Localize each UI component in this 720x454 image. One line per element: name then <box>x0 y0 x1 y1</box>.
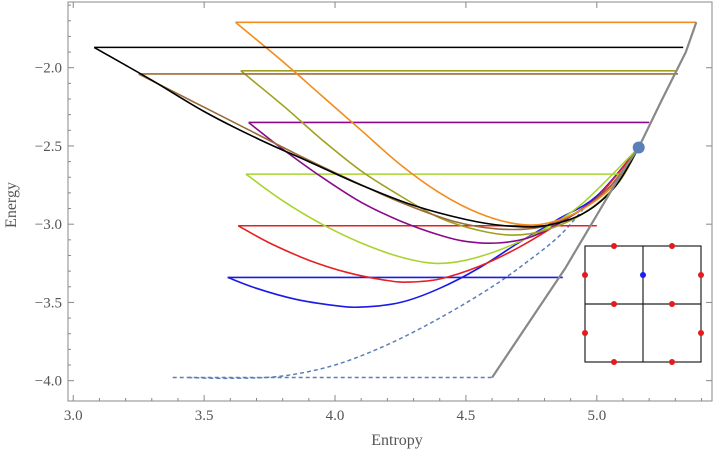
inset-red-site <box>611 301 617 307</box>
x-tick-label: 4.0 <box>326 408 345 424</box>
y-tick-label: −3.5 <box>35 295 62 311</box>
inset-red-site <box>611 359 617 365</box>
x-tick-label: 4.5 <box>457 408 476 424</box>
inset-red-site <box>669 359 675 365</box>
series-curve-brown <box>138 73 640 231</box>
y-tick-label: −2.0 <box>35 61 62 77</box>
tick-layer: 3.0 3.5 4.0 4.5 5.0 −2.0 −2.5 −3.0 −3.5 −4.0 <box>35 2 712 424</box>
inset-red-site <box>582 330 588 336</box>
plot-frame <box>67 1 713 402</box>
y-tick-label: −4.0 <box>35 374 62 390</box>
inset-blue-site <box>640 272 646 278</box>
y-axis-label: Energy <box>3 182 20 228</box>
inset-red-site <box>698 272 704 278</box>
series-curve-black <box>93 46 640 228</box>
lattice-inset <box>582 243 704 365</box>
inset-red-site <box>669 243 675 249</box>
series-curve-blue <box>227 146 640 309</box>
marker-point <box>632 141 645 154</box>
x-tick-label: 3.0 <box>64 408 83 424</box>
inset-red-site <box>611 243 617 249</box>
inset-red-site <box>698 330 704 336</box>
inset-red-site <box>582 272 588 278</box>
axes-frame <box>67 1 713 402</box>
dashed-curve <box>188 208 585 380</box>
inset-red-site <box>669 301 675 307</box>
x-axis-label: Entropy <box>371 432 423 449</box>
x-tick-label: 5.0 <box>587 408 606 424</box>
y-tick-label: −2.5 <box>35 139 62 155</box>
y-tick-label: −3.0 <box>35 217 62 233</box>
series-curve-orange <box>234 21 640 226</box>
x-tick-label: 3.5 <box>195 408 214 424</box>
series-layer <box>93 21 698 380</box>
